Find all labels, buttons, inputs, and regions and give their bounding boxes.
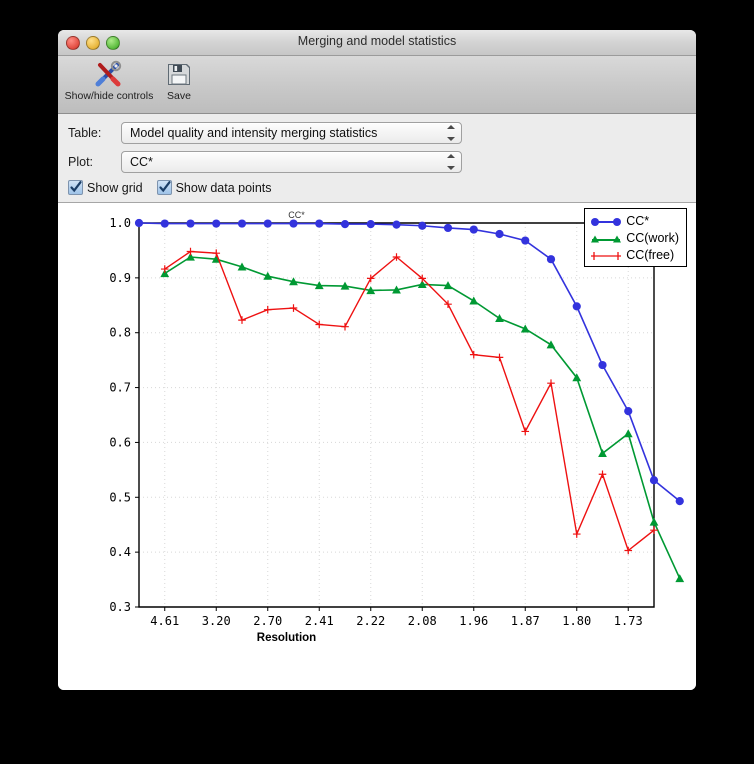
svg-text:4.61: 4.61 bbox=[150, 614, 179, 628]
save-button[interactable]: Save bbox=[156, 59, 202, 102]
show-data-points-label: Show data points bbox=[175, 180, 272, 195]
legend-label-cc-work: CC(work) bbox=[626, 230, 679, 245]
floppy-disk-icon bbox=[166, 59, 192, 89]
svg-text:1.96: 1.96 bbox=[459, 614, 488, 628]
svg-text:2.08: 2.08 bbox=[408, 614, 437, 628]
checkmark-icon bbox=[68, 180, 83, 195]
svg-text:1.0: 1.0 bbox=[109, 216, 131, 230]
svg-text:3.20: 3.20 bbox=[202, 614, 231, 628]
show-hide-controls-label: Show/hide controls bbox=[64, 90, 154, 102]
svg-text:0.8: 0.8 bbox=[109, 326, 131, 340]
chevron-updown-icon bbox=[446, 154, 455, 170]
checkmark-icon bbox=[156, 180, 172, 195]
table-label: Table: bbox=[68, 126, 102, 140]
controls-panel: Table: Model quality and intensity mergi… bbox=[58, 114, 696, 203]
legend-key-cc-work bbox=[589, 232, 623, 244]
svg-text:CC*: CC* bbox=[288, 210, 305, 220]
zoom-button[interactable] bbox=[106, 36, 120, 50]
minimize-button[interactable] bbox=[86, 36, 100, 50]
svg-text:1.73: 1.73 bbox=[614, 614, 643, 628]
show-grid-label: Show grid bbox=[87, 180, 143, 195]
chevron-updown-icon bbox=[446, 125, 455, 141]
show-grid-checkbox[interactable]: Show grid bbox=[68, 180, 143, 195]
svg-text:0.4: 0.4 bbox=[109, 545, 131, 559]
svg-text:0.7: 0.7 bbox=[109, 381, 131, 395]
svg-text:Resolution: Resolution bbox=[257, 632, 316, 644]
table-select[interactable]: Model quality and intensity merging stat… bbox=[121, 122, 462, 144]
save-label: Save bbox=[167, 90, 191, 102]
checkbox-row: Show grid Show data points bbox=[68, 180, 686, 195]
legend-key-cc-free bbox=[589, 249, 623, 261]
svg-text:0.5: 0.5 bbox=[109, 490, 131, 504]
close-button[interactable] bbox=[66, 36, 80, 50]
legend-label-cc-free: CC(free) bbox=[626, 247, 675, 262]
window-traffic-lights bbox=[66, 36, 120, 50]
plot-select[interactable]: CC* bbox=[121, 151, 462, 173]
table-select-value: Model quality and intensity merging stat… bbox=[130, 126, 378, 140]
svg-text:1.87: 1.87 bbox=[511, 614, 540, 628]
svg-text:2.70: 2.70 bbox=[253, 614, 282, 628]
chart-legend: CC* CC(work) CC(free) bbox=[584, 208, 687, 267]
svg-text:2.22: 2.22 bbox=[356, 614, 385, 628]
plot-row: Plot: CC* bbox=[68, 151, 686, 173]
svg-text:1.80: 1.80 bbox=[562, 614, 591, 628]
svg-text:0.9: 0.9 bbox=[109, 271, 131, 285]
tools-icon bbox=[94, 59, 124, 89]
window-title: Merging and model statistics bbox=[297, 34, 457, 48]
show-hide-controls-button[interactable]: Show/hide controls bbox=[65, 59, 153, 102]
legend-item: CC(free) bbox=[589, 246, 679, 263]
toolbar: Show/hide controls Save bbox=[58, 56, 696, 114]
plot-area: 1.0 0.9 0.8 0.7 0.6 0.5 0.4 0.3 4.61 3.20 2.70 2.41… bbox=[58, 203, 696, 690]
svg-text:0.3: 0.3 bbox=[109, 600, 131, 614]
plot-label: Plot: bbox=[68, 155, 94, 169]
table-row: Table: Model quality and intensity mergi… bbox=[68, 122, 686, 144]
chart-canvas: 1.0 0.9 0.8 0.7 0.6 0.5 0.4 0.3 4.61 3.20 2.70 2.41… bbox=[109, 210, 685, 644]
app-window: Merging and model statistics Show/hide c… bbox=[58, 30, 696, 690]
window-titlebar: Merging and model statistics bbox=[58, 30, 696, 56]
legend-key-cc-star bbox=[589, 215, 623, 227]
legend-label-cc-star: CC* bbox=[626, 213, 650, 228]
legend-item: CC* bbox=[589, 212, 679, 229]
show-data-points-checkbox[interactable]: Show data points bbox=[156, 180, 272, 195]
svg-text:2.41: 2.41 bbox=[305, 614, 334, 628]
svg-text:0.6: 0.6 bbox=[109, 435, 131, 449]
legend-item: CC(work) bbox=[589, 229, 679, 246]
plot-select-value: CC* bbox=[130, 155, 153, 169]
